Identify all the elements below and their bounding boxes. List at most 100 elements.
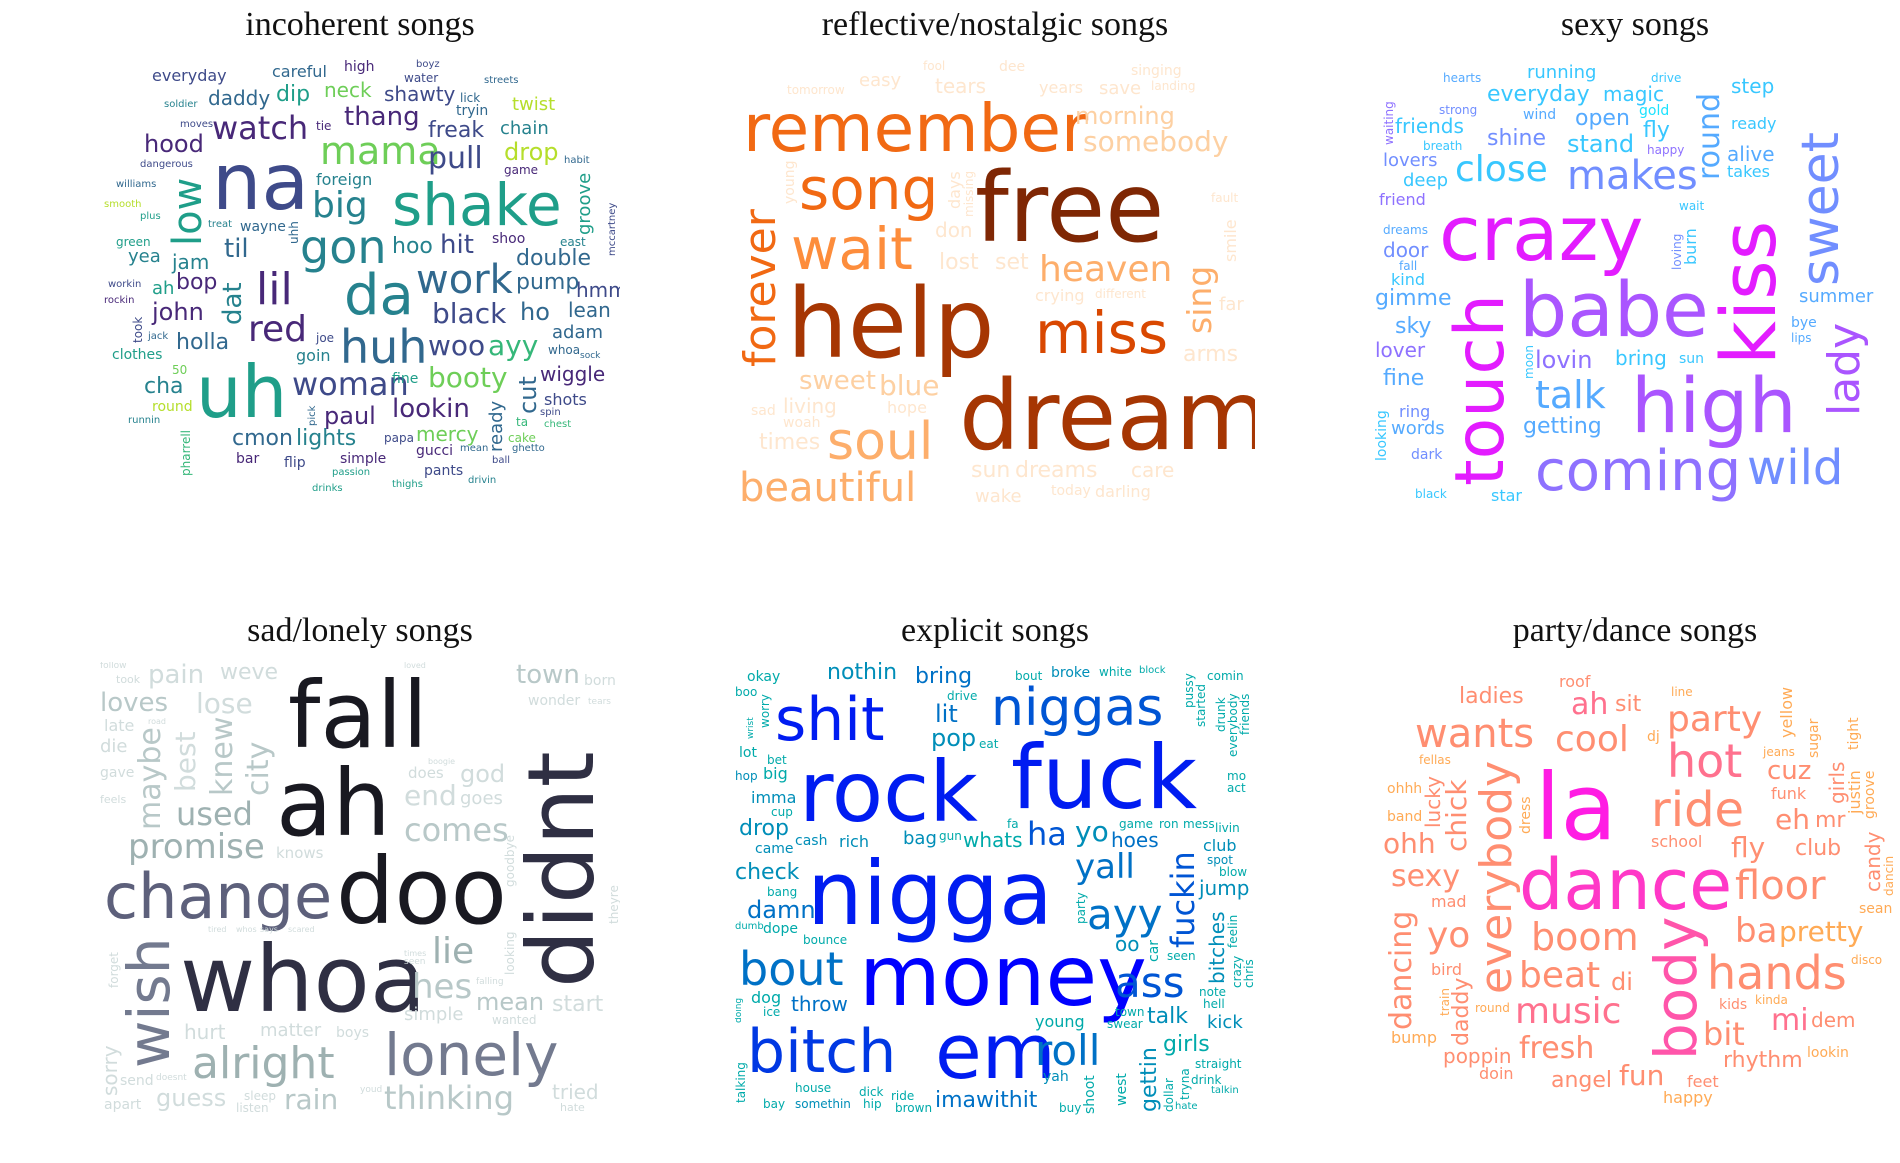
cloud-word: chain bbox=[500, 118, 549, 139]
cloud-word: simple bbox=[340, 451, 387, 467]
cloud-word: twist bbox=[512, 94, 556, 115]
cloud-word: uh bbox=[196, 350, 288, 434]
cloud-word: born bbox=[584, 673, 616, 689]
cloud-word: wrist bbox=[746, 717, 756, 739]
cloud-word: roof bbox=[1559, 672, 1591, 691]
cloud-word: mad bbox=[1431, 892, 1467, 911]
cloud-word: lady bbox=[1819, 322, 1870, 416]
cloud-word: hell bbox=[1203, 997, 1225, 1011]
cloud-word: mama bbox=[320, 129, 441, 173]
cloud-word: boys bbox=[336, 1025, 370, 1041]
cloud-word: woman bbox=[292, 365, 409, 403]
cloud-word: falling bbox=[476, 977, 504, 987]
cloud-word: pharrell bbox=[179, 429, 193, 476]
cloud-word: booty bbox=[428, 361, 508, 394]
cloud-word: pussy bbox=[1182, 673, 1196, 708]
cloud-word: young bbox=[1035, 1012, 1085, 1031]
cloud-word: hate bbox=[560, 1101, 585, 1114]
cloud-word: ta bbox=[516, 415, 529, 429]
cloud-word: arms bbox=[1183, 342, 1239, 367]
cloud-word: pretty bbox=[1779, 915, 1864, 948]
cloud-word: poppin bbox=[1443, 1044, 1512, 1068]
cloud-word: club bbox=[1203, 836, 1237, 855]
cloud-word: god bbox=[460, 760, 506, 788]
cloud-word: dancin bbox=[1882, 855, 1895, 896]
cloud-word: school bbox=[1651, 832, 1703, 851]
cloud-word: funk bbox=[1771, 784, 1807, 803]
cloud-word: lost bbox=[939, 250, 979, 275]
cloud-word: landing bbox=[1151, 79, 1196, 93]
cloud-word: cash bbox=[795, 833, 828, 849]
cloud-word: lucky bbox=[1421, 776, 1445, 828]
cloud-word: hurt bbox=[184, 1020, 226, 1044]
cloud-word: fuck bbox=[1011, 726, 1198, 829]
cloud-word: whoa bbox=[548, 343, 581, 357]
cloud-word: chick bbox=[1440, 779, 1473, 852]
cloud-word: sleep bbox=[244, 1089, 276, 1103]
cloud-word: doesnt bbox=[156, 1073, 187, 1083]
cloud-word: foreign bbox=[316, 170, 373, 189]
cloud-word: clothes bbox=[112, 347, 163, 363]
cloud-word: friends bbox=[1395, 114, 1464, 138]
cloud-word: drinks bbox=[312, 483, 343, 494]
cloud-word: kick bbox=[1207, 1012, 1243, 1033]
cloud-word: kiss bbox=[1704, 220, 1793, 365]
panel-title: sad/lonely songs bbox=[247, 612, 473, 649]
cloud-word: bout bbox=[739, 942, 844, 996]
cloud-word: gettin bbox=[1137, 1047, 1162, 1112]
cloud-word: change bbox=[104, 860, 333, 933]
cloud-word: gold bbox=[1639, 103, 1670, 119]
cloud-word: fine bbox=[392, 371, 419, 387]
cloud-word: spin bbox=[540, 407, 561, 418]
cloud-word: wake bbox=[975, 486, 1022, 507]
cloud-word: eh bbox=[1775, 803, 1810, 836]
cloud-word: mo bbox=[1227, 769, 1247, 783]
cloud-word: cool bbox=[1555, 719, 1629, 760]
cloud-word: simple bbox=[404, 1004, 464, 1025]
cloud-word: sad bbox=[751, 403, 776, 419]
cloud-word: mess bbox=[1183, 817, 1215, 831]
cloud-word: wants bbox=[1415, 711, 1535, 757]
cloud-word: missing bbox=[962, 170, 976, 217]
cloud-word: work bbox=[416, 257, 513, 303]
cloud-word: sweet bbox=[799, 366, 876, 396]
cloud-word: ayy bbox=[1087, 890, 1163, 939]
cloud-word: passion bbox=[332, 467, 371, 478]
cloud-word: okay bbox=[747, 669, 781, 685]
cloud-word: hate bbox=[1175, 1101, 1198, 1112]
cloud-word: tears bbox=[588, 697, 611, 707]
cloud-word: lookin bbox=[392, 394, 470, 424]
cloud-word: game bbox=[504, 163, 539, 177]
cloud-word: sun bbox=[971, 458, 1011, 483]
cloud-word: everyday bbox=[152, 66, 227, 85]
cloud-word: lovin bbox=[1535, 346, 1593, 374]
cloud-word: somethin bbox=[795, 1097, 851, 1111]
cloud-word: uhh bbox=[287, 221, 301, 244]
cloud-word: takes bbox=[1727, 162, 1770, 181]
cloud-word: money bbox=[859, 927, 1147, 1025]
cloud-word: guess bbox=[156, 1084, 227, 1112]
word-cloud: la dance body ride hands hot everybody floor wan… bbox=[1375, 662, 1895, 1117]
cloud-word: huh bbox=[340, 320, 428, 374]
cloud-word: hit bbox=[440, 230, 474, 260]
cloud-word: round bbox=[1692, 92, 1727, 180]
cloud-word: hes bbox=[412, 967, 473, 1007]
cloud-word: yea bbox=[128, 246, 161, 267]
cloud-word: tomorrow bbox=[787, 83, 845, 97]
cloud-word: black bbox=[1415, 487, 1447, 501]
cloud-word: step bbox=[1731, 74, 1775, 98]
cloud-word: goodbye bbox=[503, 834, 517, 887]
cloud-word: fun bbox=[1619, 1059, 1665, 1092]
cloud-word: smooth bbox=[104, 199, 142, 210]
cloud-word: dark bbox=[1411, 447, 1443, 463]
cloud-word: fly bbox=[1643, 118, 1670, 143]
cloud-word: house bbox=[795, 1081, 832, 1095]
cloud-word: ron bbox=[1159, 817, 1179, 831]
cloud-word: lips bbox=[1791, 331, 1812, 345]
cloud-word: boyz bbox=[416, 59, 440, 70]
cloud-word: boogie bbox=[428, 757, 456, 766]
cloud-word: buy bbox=[1059, 1101, 1082, 1115]
cloud-word: mean bbox=[476, 988, 545, 1016]
cloud-word: door bbox=[1383, 238, 1429, 262]
cloud-word: sock bbox=[580, 351, 601, 361]
